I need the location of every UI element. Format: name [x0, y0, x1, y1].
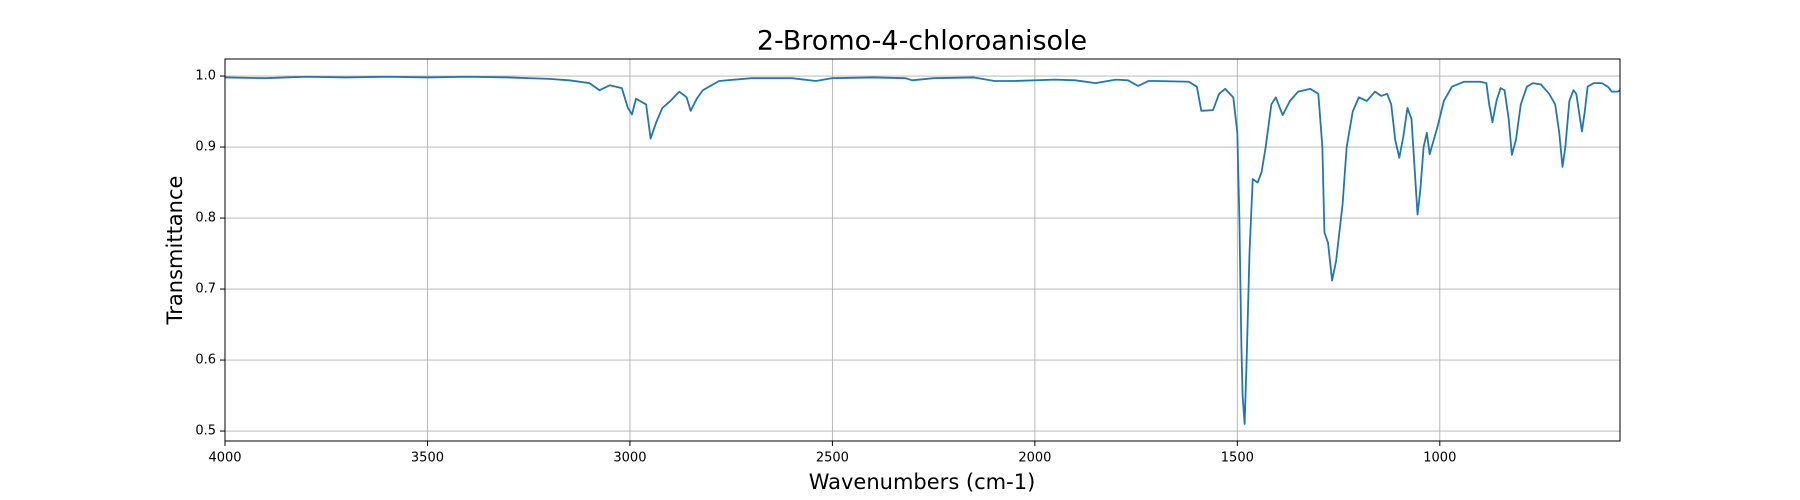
x-tick-label: 1000 [1423, 451, 1456, 466]
x-tick-label: 4000 [208, 451, 241, 466]
x-tick-label: 3500 [411, 451, 444, 466]
y-tick-label: 0.9 [195, 140, 216, 155]
x-tick-label: 1500 [1221, 451, 1254, 466]
x-tick-label: 2500 [816, 451, 849, 466]
y-axis-label: Transmittance [163, 176, 187, 326]
y-tick-label: 0.8 [195, 211, 216, 226]
y-tick-label: 0.5 [195, 424, 216, 439]
chart-title: 2-Bromo-4-chloroanisole [757, 26, 1087, 57]
spectrum-line [224, 75, 1621, 425]
y-tick-label: 0.7 [195, 282, 216, 297]
x-axis-label: Wavenumbers (cm-1) [809, 470, 1036, 494]
x-tick-label: 3000 [613, 451, 646, 466]
x-tick-label: 2000 [1018, 451, 1051, 466]
y-tick-label: 0.6 [195, 353, 216, 368]
y-tick-label: 1.0 [195, 69, 216, 84]
plot-frame [224, 58, 1621, 442]
